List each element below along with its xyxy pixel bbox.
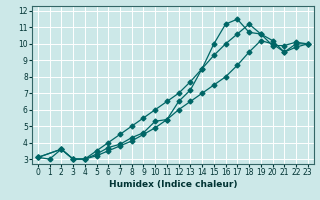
X-axis label: Humidex (Indice chaleur): Humidex (Indice chaleur) xyxy=(108,180,237,189)
